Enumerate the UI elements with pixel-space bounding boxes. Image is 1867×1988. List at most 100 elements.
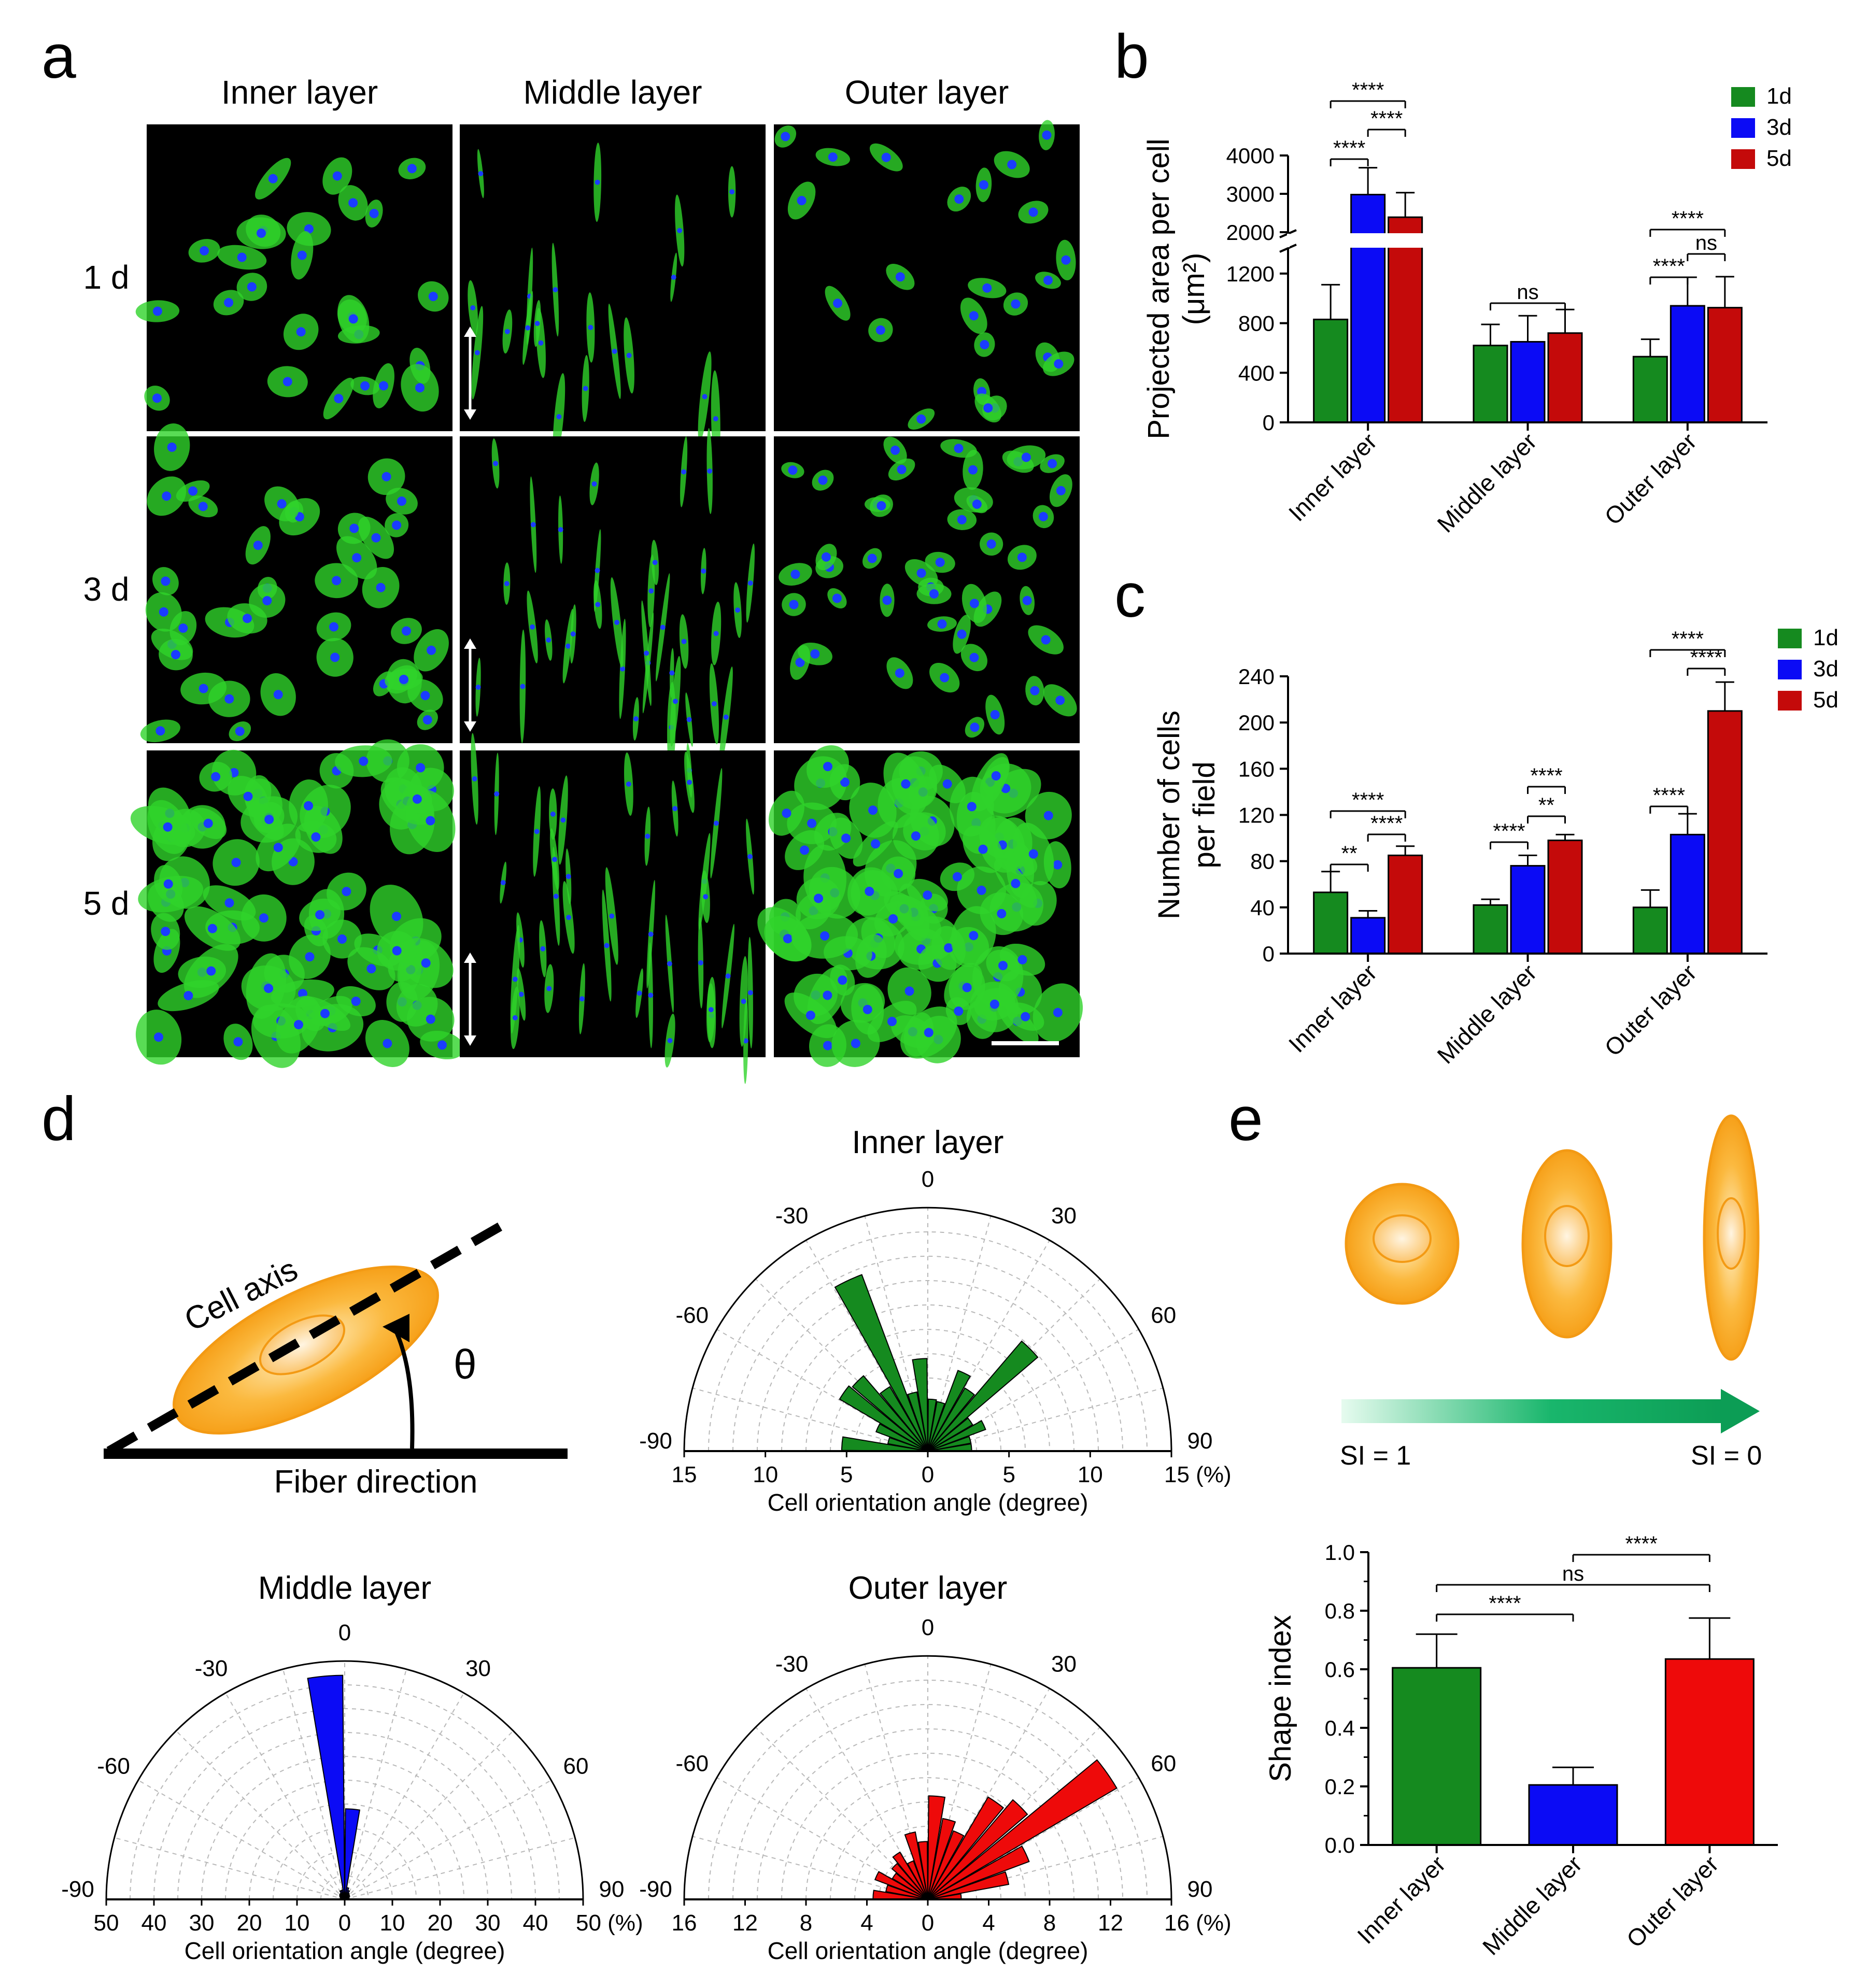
nucleus (929, 589, 939, 599)
radial-tick-label: 12 (1098, 1910, 1123, 1936)
nucleus (822, 552, 831, 562)
nucleus (707, 468, 713, 474)
nucleus (1056, 486, 1066, 495)
polar-grid-arc (273, 1827, 417, 1900)
polar-grid-arc (153, 1708, 536, 1900)
nucleus (924, 1028, 934, 1038)
nucleus (648, 992, 654, 998)
nucleus (901, 779, 911, 789)
nucleus (990, 710, 1000, 719)
nucleus (416, 763, 426, 773)
nucleus (832, 593, 842, 603)
nucleus (494, 791, 500, 797)
angle-tick-label: -90 (639, 1877, 672, 1902)
nucleus (713, 820, 719, 826)
nucleus (645, 833, 650, 839)
nucleus (159, 607, 168, 617)
shape-index-bar (1528, 1784, 1618, 1846)
nucleus (259, 913, 268, 923)
panel-label-b: b (1114, 22, 1149, 91)
polar-grid-spoke (805, 1688, 928, 1900)
shape-index-arrowhead (1721, 1389, 1760, 1433)
y-tick-label: 40 (1250, 896, 1275, 920)
bar-3d (1350, 193, 1386, 423)
nucleus (823, 762, 832, 772)
shape-index-bar (1392, 1667, 1482, 1846)
angle-tick-label: 0 (922, 1167, 934, 1192)
angle-tick-label: 60 (1151, 1751, 1176, 1777)
shape-index-bar (1664, 1658, 1755, 1846)
nucleus (305, 952, 315, 962)
nucleus (633, 716, 639, 721)
legend-label: 5d (1813, 687, 1838, 713)
nucleus (713, 416, 718, 421)
nucleus (315, 910, 325, 920)
chart-cell-number: 0 40 80 120 160 200 240 Inner layer Middle layer… (1152, 625, 1838, 1069)
nucleus (698, 960, 703, 965)
angle-tick-label: 90 (1187, 1428, 1213, 1454)
chart-shape-index: Inner layer Middle layer Outer layer 0.0 0.2… (1264, 1532, 1778, 1960)
radial-tick-label: 30 (189, 1910, 215, 1936)
nucleus (224, 297, 234, 307)
polar-inner-layer: Inner layer -90 -60 -30 0 30 60 90 15 10 5 0 5 10 15 (… (639, 1125, 1231, 1516)
round-cell-nucleus (1373, 1214, 1432, 1263)
y-tick-label: 0.0 (1325, 1833, 1355, 1857)
polar-grid-arc (708, 1680, 1148, 1900)
nucleus (579, 996, 585, 1002)
significance-label: **** (1530, 764, 1562, 787)
bar-3d (1510, 340, 1546, 423)
nucleus (566, 915, 572, 920)
polar-bar (874, 1871, 928, 1900)
bar-5d (1707, 710, 1743, 955)
category-label: Inner layer (1352, 1850, 1450, 1949)
legend-swatch (1731, 87, 1755, 107)
cell-orientation-schematic: θ Cell axis Fiber direction (104, 1216, 568, 1500)
arrow-head-up (464, 953, 476, 963)
nucleus (940, 673, 950, 683)
nucleus (729, 189, 735, 195)
nucleus (686, 717, 692, 722)
nucleus (954, 444, 964, 453)
polar-frame (683, 1206, 1172, 1452)
polar-grid-arc (757, 1280, 1099, 1452)
nucleus (916, 568, 926, 578)
arrow-head-up (464, 326, 476, 337)
polar-grid-spoke (927, 1664, 992, 1900)
polar-bar (927, 1830, 965, 1900)
nucleus (320, 1009, 330, 1018)
nucleus (211, 772, 221, 782)
polar-bar (344, 1808, 361, 1900)
nucleus (493, 461, 499, 466)
polar-grid-spoke (864, 1215, 928, 1452)
shape-index-arrow-shaft (1341, 1399, 1722, 1423)
nucleus (713, 631, 719, 636)
polar-grid-arc (130, 1684, 560, 1900)
nucleus (838, 975, 847, 985)
column-header: Outer layer (845, 74, 1009, 111)
nucleus (154, 1032, 163, 1042)
polar-title: Inner layer (852, 1125, 1004, 1160)
category-label: Outer layer (1599, 959, 1702, 1061)
nucleus (1028, 849, 1038, 859)
nucleus (620, 666, 625, 672)
nucleus (268, 174, 278, 183)
nucleus (871, 839, 881, 849)
nucleus (206, 966, 216, 976)
nucleus (332, 576, 342, 586)
nucleus (648, 931, 654, 937)
legend-swatch (1731, 118, 1755, 138)
nucleus (833, 299, 843, 308)
nucleus (626, 352, 632, 358)
bar-3d (1670, 305, 1705, 423)
nucleus (1043, 811, 1053, 820)
micrograph-grid: Inner layer Middle layer Outer layer 1 d 3 d… (83, 74, 1083, 1084)
nucleus (237, 252, 247, 262)
polar-bar (852, 1375, 928, 1452)
y-tick-label: 160 (1238, 757, 1275, 781)
nucleus (1041, 635, 1051, 645)
nucleus (1011, 299, 1021, 309)
polar-grid-spoke (716, 1777, 928, 1900)
y-axis-title: Number of cells (1152, 711, 1186, 919)
bar-5d (1388, 855, 1423, 955)
row-label: 5 d (83, 885, 130, 922)
